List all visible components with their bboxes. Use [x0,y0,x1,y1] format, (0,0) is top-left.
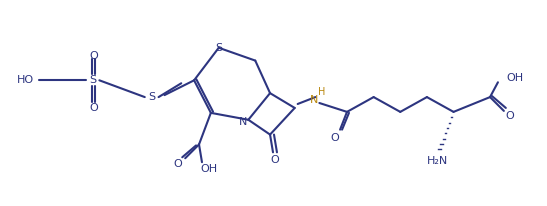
Text: N: N [239,117,248,127]
Text: O: O [173,159,182,169]
Text: OH: OH [200,164,218,174]
Text: O: O [89,103,98,113]
Text: OH: OH [507,73,524,83]
Text: N: N [310,95,319,105]
Text: O: O [505,111,514,121]
Text: S: S [89,75,96,85]
Text: O: O [271,155,280,165]
Text: H₂N: H₂N [427,156,449,166]
Text: O: O [89,51,98,61]
Text: O: O [331,132,340,143]
Text: H: H [318,87,325,97]
Text: S: S [215,43,222,53]
Text: HO: HO [17,75,34,85]
Text: S: S [148,92,155,102]
